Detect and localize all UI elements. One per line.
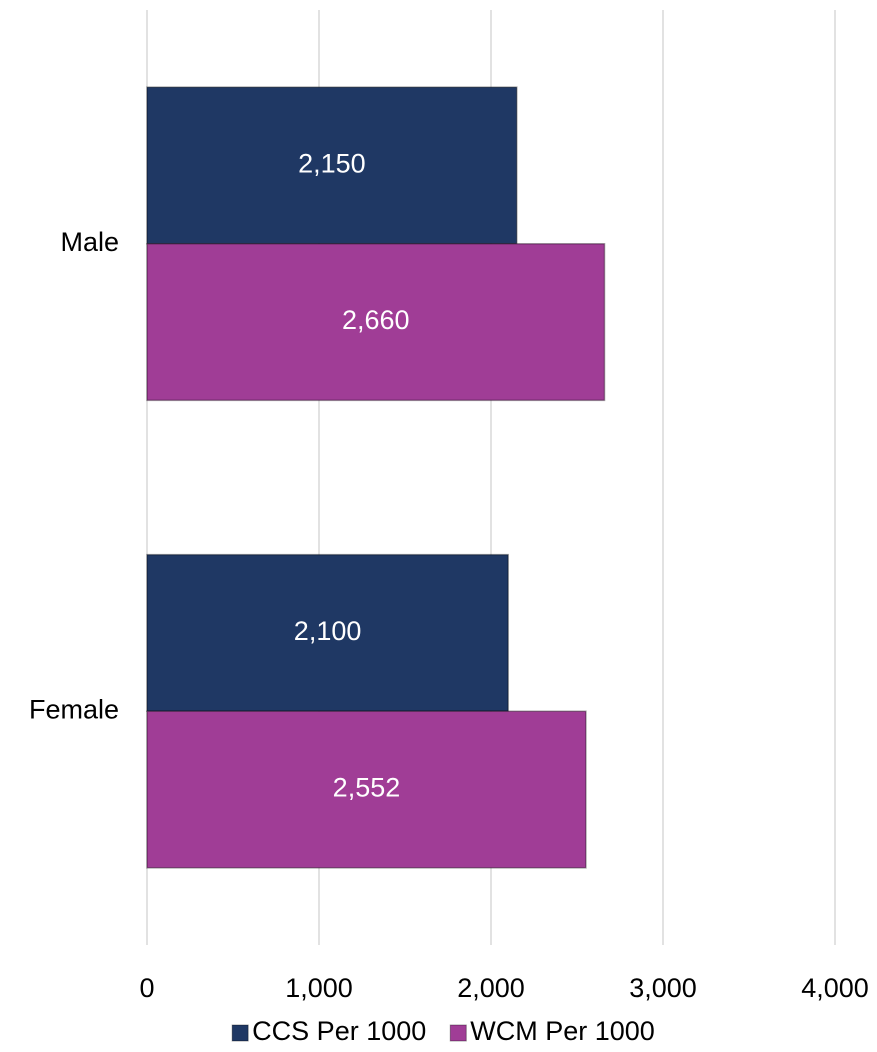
bar — [146, 553, 509, 713]
x-tick-label: 0 — [139, 973, 154, 1003]
x-tick-label: 2,000 — [457, 973, 525, 1003]
data-label: 2,552 — [333, 773, 401, 803]
y-tick-label: Male — [60, 227, 119, 257]
data-label: 2,150 — [298, 149, 366, 179]
y-tick-label: Female — [29, 694, 119, 724]
data-label: 2,100 — [294, 616, 362, 646]
x-tick-label: 1,000 — [285, 973, 353, 1003]
bar — [146, 86, 518, 245]
legend-swatch — [231, 1024, 249, 1042]
legend-label: CCS Per 1000 — [252, 1016, 426, 1046]
legend-label: WCM Per 1000 — [470, 1016, 655, 1046]
bar — [146, 710, 587, 869]
data-label: 2,660 — [342, 305, 410, 335]
x-tick-label: 4,000 — [801, 973, 869, 1003]
bar — [146, 243, 606, 402]
x-tick-label: 3,000 — [629, 973, 697, 1003]
legend-swatch — [449, 1024, 467, 1042]
